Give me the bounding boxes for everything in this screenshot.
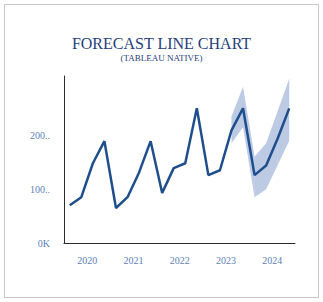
svg-text:2023: 2023 bbox=[216, 255, 236, 266]
svg-text:200..: 200.. bbox=[30, 130, 50, 141]
svg-text:100..: 100.. bbox=[30, 184, 50, 195]
svg-text:2021: 2021 bbox=[124, 255, 144, 266]
svg-text:0K: 0K bbox=[38, 238, 51, 249]
svg-text:2020: 2020 bbox=[77, 255, 97, 266]
svg-text:2024: 2024 bbox=[262, 255, 282, 266]
svg-text:2022: 2022 bbox=[170, 255, 190, 266]
svg-text:(TABLEAU NATIVE): (TABLEAU NATIVE) bbox=[120, 53, 202, 63]
svg-text:FORECAST LINE CHART: FORECAST LINE CHART bbox=[72, 35, 251, 52]
